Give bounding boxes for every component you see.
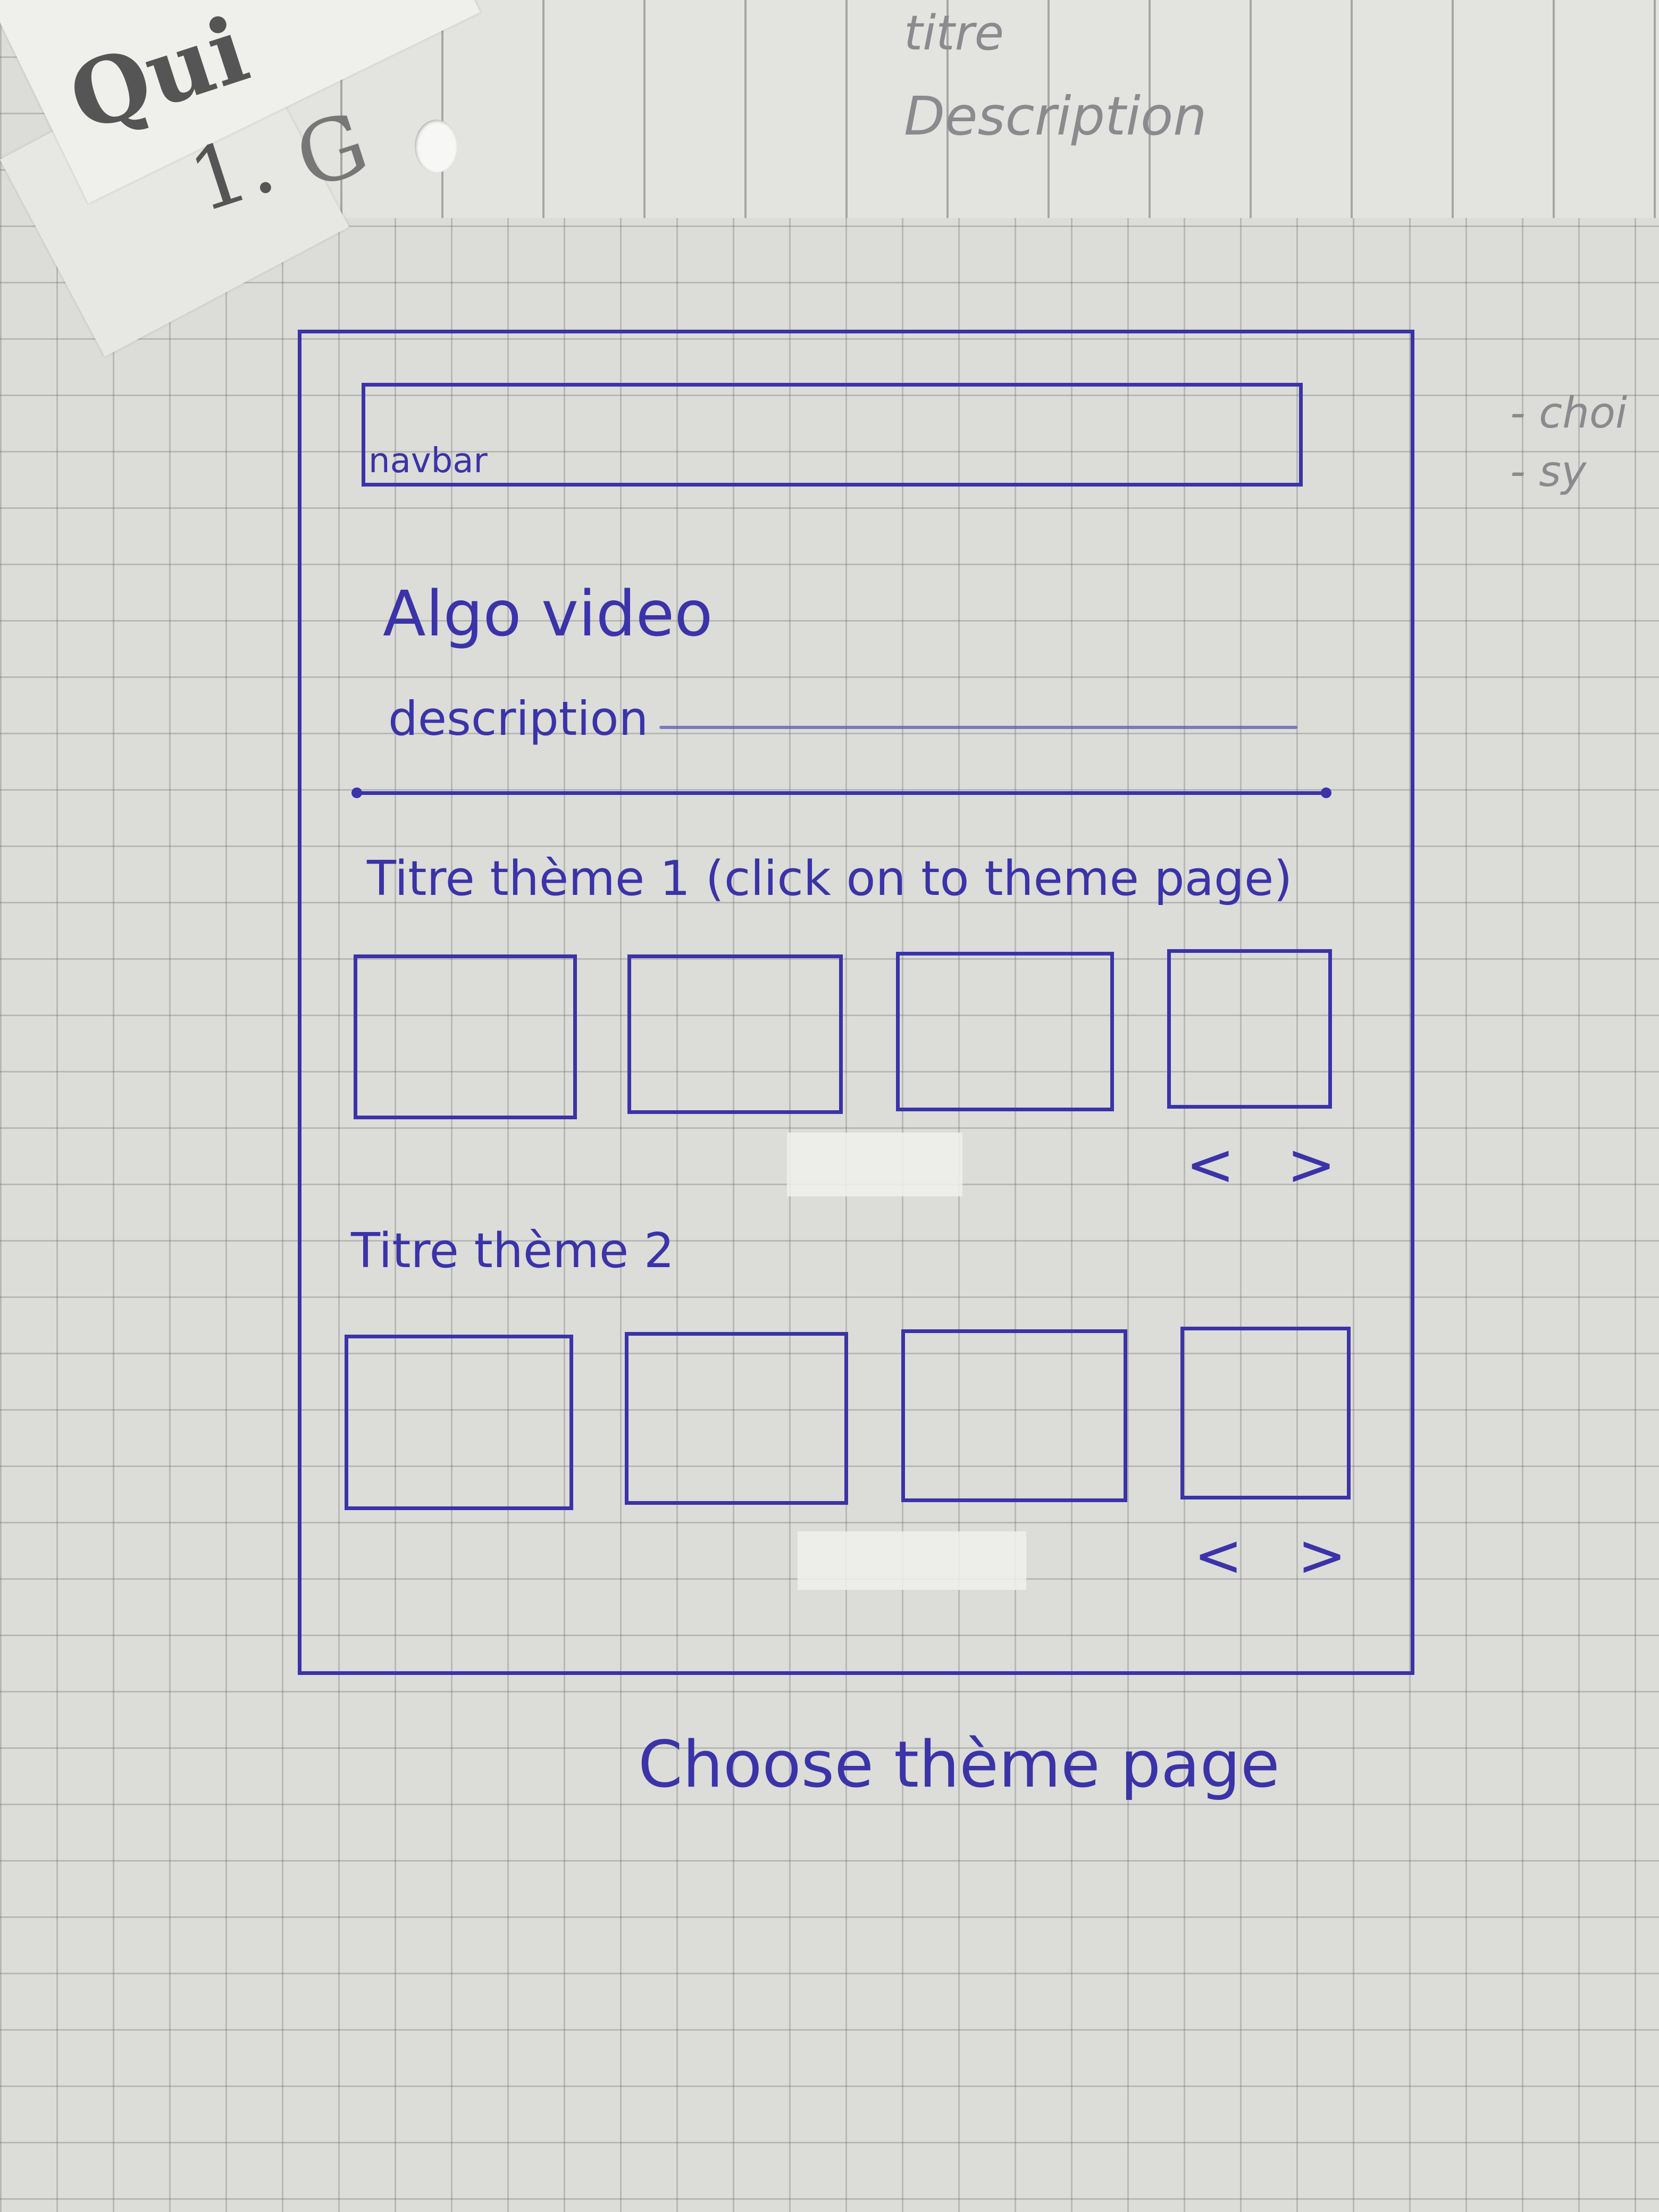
correction-patch — [798, 1531, 1026, 1590]
theme-2-video-tile[interactable] — [625, 1332, 848, 1505]
side-note-1: - choi — [1510, 388, 1628, 438]
page-title: Algo video — [383, 577, 713, 650]
theme-1-prev-arrow[interactable]: < — [1186, 1130, 1235, 1199]
description-label: description — [388, 691, 649, 746]
phone-frame — [298, 330, 1414, 1675]
theme-2-video-tile[interactable] — [901, 1329, 1127, 1502]
section-divider — [351, 787, 1331, 798]
binder-hole — [415, 120, 457, 173]
side-note-2: - sy — [1510, 447, 1587, 496]
theme-2-video-tile[interactable] — [1180, 1327, 1351, 1499]
correction-patch — [787, 1133, 962, 1196]
top-note-title: titre — [904, 5, 1004, 61]
navbar-label: navbar — [368, 441, 488, 481]
theme-1-video-tile[interactable] — [354, 954, 577, 1119]
navbar[interactable]: navbar — [362, 383, 1303, 487]
theme-2-next-arrow[interactable]: > — [1297, 1521, 1347, 1589]
theme-2-title[interactable]: Titre thème 2 — [351, 1223, 675, 1279]
theme-2-prev-arrow[interactable]: < — [1194, 1521, 1243, 1589]
theme-1-video-tile[interactable] — [896, 952, 1114, 1111]
theme-1-title[interactable]: Titre thème 1 (click on to theme page) — [367, 851, 1293, 907]
theme-1-next-arrow[interactable]: > — [1287, 1130, 1336, 1199]
theme-1-video-tile[interactable] — [627, 954, 843, 1114]
theme-2-video-tile[interactable] — [345, 1335, 573, 1510]
top-note-description: Description — [904, 85, 1207, 147]
description-placeholder-line — [659, 726, 1297, 729]
sketch-caption: Choose thème page — [638, 1728, 1280, 1802]
theme-1-video-tile[interactable] — [1167, 949, 1332, 1109]
